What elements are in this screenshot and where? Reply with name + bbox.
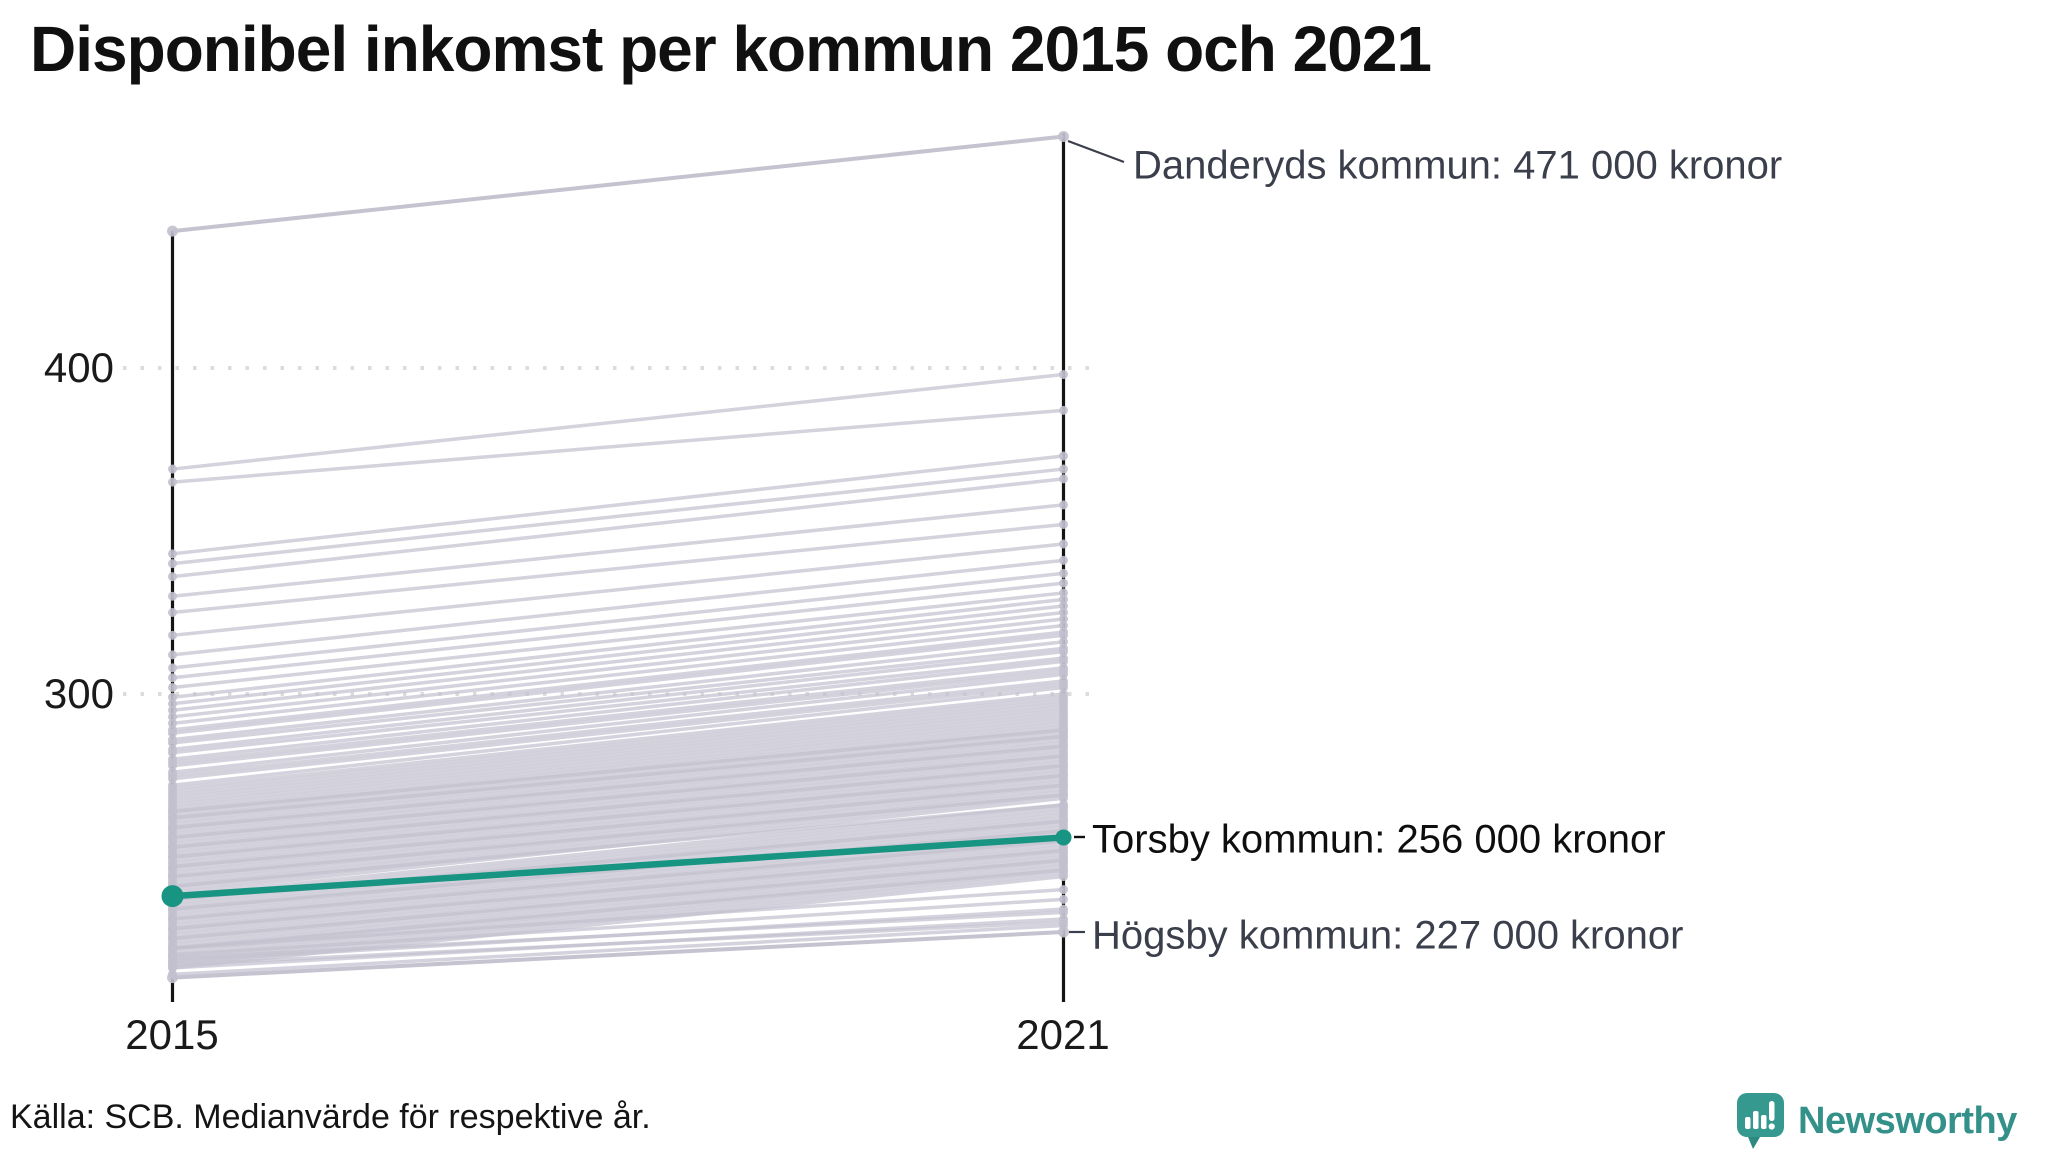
y-axis-label-400: 400	[43, 344, 114, 391]
logo-wordmark: Newsworthy	[1798, 1099, 2017, 1142]
newsworthy-logo: Newsworthy	[1736, 1092, 2017, 1150]
page-title: Disponibel inkomst per kommun 2015 och 2…	[30, 13, 1432, 85]
x-axis-label-2021: 2021	[1016, 1011, 1110, 1058]
y-axis-label-300: 300	[43, 670, 114, 717]
annotation-torsby: Torsby kommun: 256 000 kronor	[1092, 817, 1666, 862]
annotation-hogsby: Högsby kommun: 227 000 kronor	[1092, 913, 1684, 958]
bar-chart-speech-bubble-icon	[1737, 1093, 1784, 1149]
x-axis-label-2015: 2015	[125, 1011, 219, 1058]
source-note: Källa: SCB. Medianvärde för respektive å…	[10, 1098, 651, 1136]
leader-danderyd	[1067, 139, 1125, 164]
annotated-municipality-lines	[161, 131, 1072, 984]
annotation-danderyd: Danderyds kommun: 471 000 kronor	[1133, 143, 1783, 188]
